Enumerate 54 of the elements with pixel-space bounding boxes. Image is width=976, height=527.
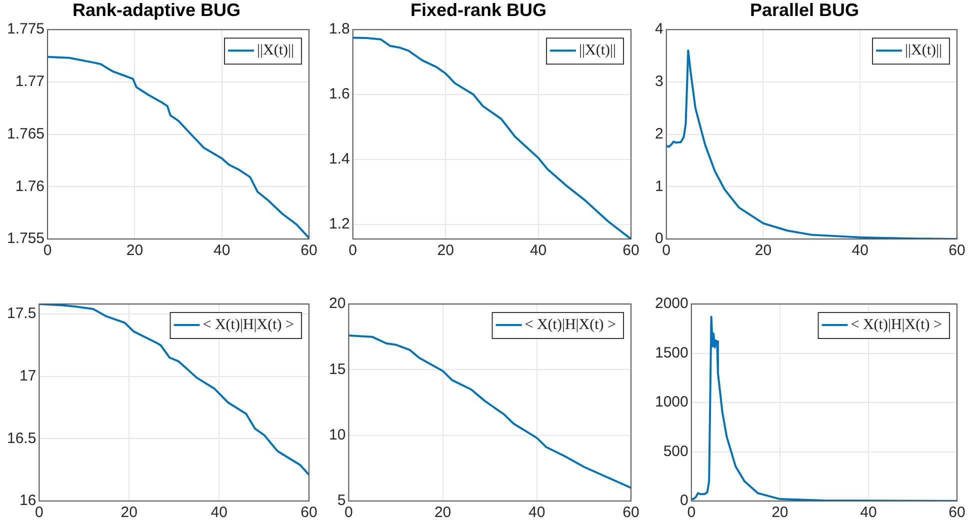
y-tick-label: 5 — [337, 492, 346, 510]
chart-title: Parallel BUG — [750, 0, 860, 20]
y-tick-label: 1.6 — [328, 86, 350, 103]
y-tick-label: 0 — [655, 230, 664, 248]
x-tick-label: 40 — [530, 242, 547, 260]
x-tick-label: 20 — [120, 504, 138, 522]
y-tick-label: 1.2 — [328, 216, 350, 233]
x-tick-label: 60 — [948, 242, 966, 260]
x-tick-label: 20 — [437, 242, 454, 260]
y-tick-label: 1500 — [654, 344, 688, 362]
legend-label: < X(t)|H|X(t) > — [524, 316, 616, 333]
y-tick-label: 17.5 — [6, 305, 36, 322]
y-tick-label: 1.765 — [6, 125, 45, 142]
x-tick-label: 40 — [214, 242, 230, 260]
x-tick-label: 60 — [622, 504, 640, 522]
x-tick-label: 60 — [948, 504, 966, 522]
y-tick-label: 3 — [655, 73, 664, 90]
x-tick-label: 40 — [210, 504, 228, 522]
y-tick-label: 1.8 — [328, 20, 350, 38]
y-tick-label: 2000 — [654, 295, 688, 312]
chart-title: Rank-adaptive BUG — [72, 0, 241, 20]
x-tick-label: 60 — [300, 504, 318, 522]
y-tick-label: 1.77 — [15, 73, 45, 90]
legend-label: < X(t)|H|X(t) > — [202, 316, 294, 333]
y-tick-label: 4 — [655, 20, 664, 38]
y-tick-label: 500 — [663, 442, 688, 460]
x-tick-label: 20 — [754, 242, 772, 260]
x-tick-label: 40 — [852, 242, 868, 260]
y-tick-label: 16 — [20, 492, 36, 510]
y-tick-label: 1.755 — [6, 230, 45, 248]
y-tick-label: 17 — [20, 367, 36, 384]
y-tick-label: 1.775 — [6, 20, 45, 38]
x-tick-label: 20 — [126, 242, 144, 260]
chart-title: Fixed-rank BUG — [410, 0, 547, 20]
legend-label: < X(t)|H|X(t) > — [850, 316, 942, 333]
legend-label: ||X(t)|| — [579, 42, 616, 59]
y-tick-label: 16.5 — [6, 430, 36, 447]
y-tick-label: 1.76 — [15, 178, 45, 195]
y-tick-label: 1000 — [654, 394, 688, 411]
legend-label: ||X(t)|| — [257, 42, 294, 59]
y-tick-label: 20 — [328, 295, 346, 312]
x-tick-label: 40 — [528, 504, 546, 522]
x-tick-label: 60 — [300, 242, 318, 260]
y-tick-label: 15 — [328, 360, 346, 378]
y-tick-label: 1 — [655, 178, 664, 195]
x-tick-label: 20 — [772, 504, 788, 522]
y-tick-label: 2 — [655, 125, 664, 142]
y-tick-label: 1.4 — [328, 150, 350, 168]
y-tick-label: 10 — [328, 426, 346, 444]
x-tick-label: 20 — [434, 504, 452, 522]
x-tick-label: 40 — [860, 504, 877, 522]
y-tick-label: 0 — [680, 492, 688, 510]
legend-label: ||X(t)|| — [905, 42, 942, 59]
x-tick-label: 60 — [622, 242, 640, 260]
